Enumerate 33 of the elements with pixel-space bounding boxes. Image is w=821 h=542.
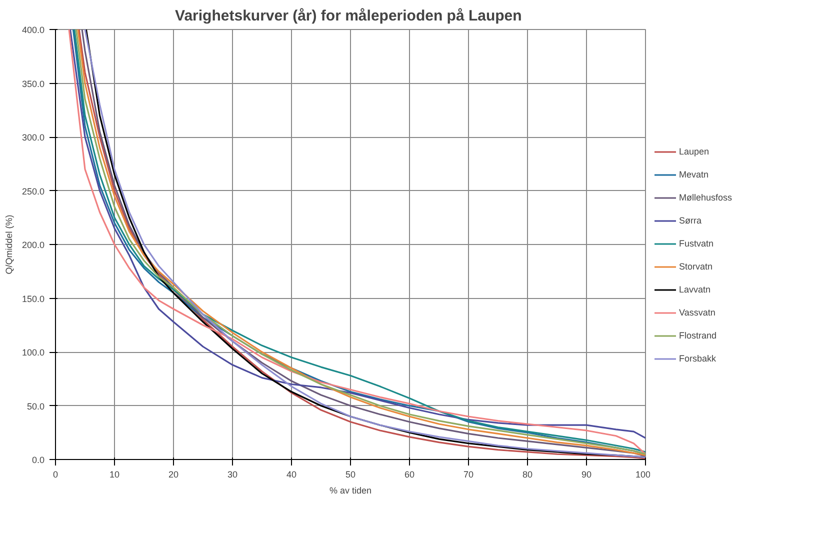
y-tick-label: 300.0 <box>22 132 45 142</box>
y-tick-label: 50.0 <box>26 401 45 412</box>
y-tick-label: 150.0 <box>22 294 45 304</box>
x-tick-label: 0 <box>52 470 58 480</box>
legend-label: Storvatn <box>679 262 714 272</box>
x-tick-label: 50 <box>345 470 356 480</box>
y-tick-label: 250.0 <box>22 186 45 196</box>
legend-label: Vassvatn <box>679 308 716 318</box>
y-tick-label: 0.0 <box>32 455 45 465</box>
y-axis-title: Q/Qmiddel (%) <box>4 214 14 274</box>
legend-label: Fustvatn <box>679 238 715 248</box>
legend-label: Lavvatn <box>679 284 712 294</box>
y-tick-label: 400.0 <box>22 25 45 35</box>
x-tick-label: 40 <box>286 470 297 480</box>
legend-label: Møllehusfoss <box>679 192 734 202</box>
x-tick-label: 80 <box>522 470 533 480</box>
x-axis-title: % av tiden <box>329 486 372 496</box>
x-tick-label: 60 <box>404 470 415 480</box>
y-tick-label: 200.0 <box>22 240 45 250</box>
x-tick-label: 20 <box>168 470 179 480</box>
legend-label: Flostrand <box>679 330 718 340</box>
x-tick-label: 90 <box>581 470 592 480</box>
chart-title: Varighetskurver (år) for måleperioden på Laupen <box>175 8 522 24</box>
legend-label: Forsbakk <box>679 354 718 364</box>
x-tick-label: 70 <box>463 470 474 480</box>
x-tick-label: 30 <box>227 470 238 480</box>
y-tick-label: 100.0 <box>22 348 45 358</box>
x-tick-label: 100 <box>635 470 651 480</box>
x-tick-label: 10 <box>109 470 120 480</box>
legend-label: Laupen <box>679 146 710 156</box>
legend-label: Mevatn <box>679 170 710 180</box>
y-tick-label: 350.0 <box>22 78 45 89</box>
legend-label: Sørra <box>679 216 702 226</box>
